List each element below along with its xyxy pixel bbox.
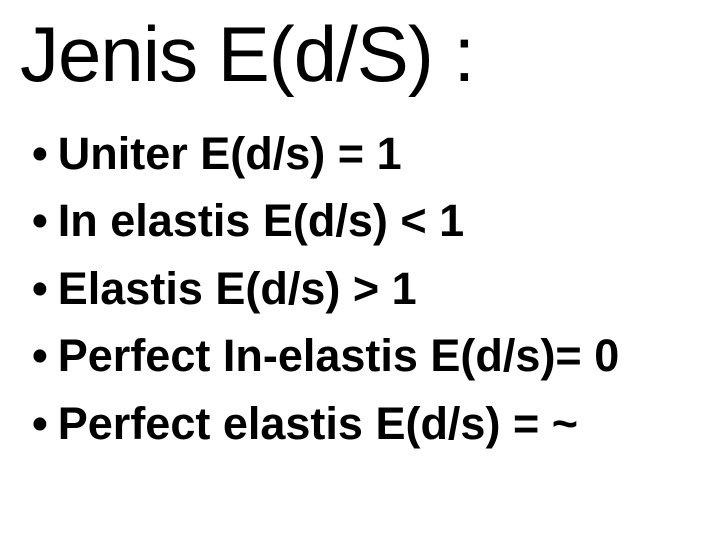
bullet-icon: • bbox=[32, 120, 48, 188]
list-item-text: In elastis E(d/s) < 1 bbox=[58, 187, 464, 255]
elasticity-types-list: • Uniter E(d/s) = 1 • In elastis E(d/s) … bbox=[20, 120, 700, 458]
list-item-text: Uniter E(d/s) = 1 bbox=[58, 120, 402, 188]
list-item-text: Perfect elastis E(d/s) = ~ bbox=[58, 390, 578, 458]
list-item: • Perfect In-elastis E(d/s)= 0 bbox=[32, 322, 700, 390]
bullet-icon: • bbox=[32, 255, 48, 323]
bullet-icon: • bbox=[32, 322, 48, 390]
list-item: • Elastis E(d/s) > 1 bbox=[32, 255, 700, 323]
list-item: • Perfect elastis E(d/s) = ~ bbox=[32, 390, 700, 458]
bullet-icon: • bbox=[32, 187, 48, 255]
list-item: • In elastis E(d/s) < 1 bbox=[32, 187, 700, 255]
slide-title: Jenis E(d/S) : bbox=[20, 10, 700, 100]
list-item-text: Elastis E(d/s) > 1 bbox=[58, 255, 417, 323]
bullet-icon: • bbox=[32, 390, 48, 458]
list-item: • Uniter E(d/s) = 1 bbox=[32, 120, 700, 188]
list-item-text: Perfect In-elastis E(d/s)= 0 bbox=[58, 322, 619, 390]
